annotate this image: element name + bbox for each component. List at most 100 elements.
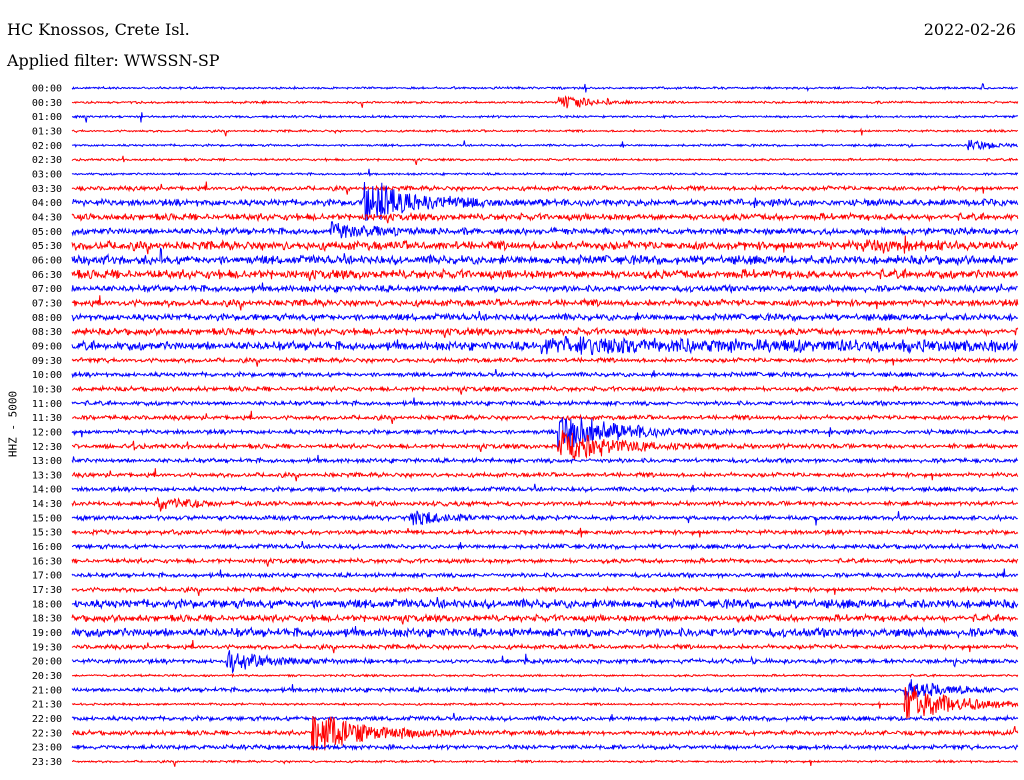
trace-line-2300 [71, 743, 1019, 752]
time-label-0630: 06:30 [32, 270, 62, 281]
time-label-2200: 22:00 [32, 714, 62, 725]
trace-line-2030 [71, 673, 1019, 678]
trace-line-0000 [71, 83, 1018, 93]
trace-line-2200 [71, 712, 1019, 723]
time-label-0000: 00:00 [32, 84, 62, 95]
trace-line-2000 [71, 650, 1019, 674]
time-label-0900: 09:00 [32, 341, 62, 352]
trace-line-1230 [71, 430, 1018, 461]
trace-line-1900 [71, 625, 1019, 639]
time-label-0930: 09:30 [32, 356, 62, 367]
trace-line-1400 [71, 483, 1019, 494]
time-label-0800: 08:00 [32, 313, 62, 324]
time-label-1700: 17:00 [32, 571, 62, 582]
trace-line-1830 [71, 612, 1019, 625]
time-label-0330: 03:30 [32, 184, 62, 195]
trace-line-0400 [72, 181, 1019, 222]
time-label-2300: 23:00 [32, 743, 62, 754]
time-label-1000: 10:00 [32, 370, 62, 381]
time-label-2100: 21:00 [32, 685, 62, 696]
trace-line-2130 [71, 686, 1019, 720]
time-label-1100: 11:00 [32, 399, 62, 410]
time-label-1400: 14:00 [32, 485, 62, 496]
trace-line-1000 [71, 369, 1018, 379]
trace-line-1730 [71, 585, 1019, 597]
trace-line-1300 [71, 454, 1019, 465]
trace-line-1530 [71, 527, 1019, 538]
time-label-1830: 18:30 [32, 614, 62, 625]
record-date: 2022-02-26 [923, 20, 1016, 39]
trace-line-1700 [71, 568, 1019, 580]
trace-line-0230 [71, 155, 1019, 166]
time-label-1730: 17:30 [32, 585, 62, 596]
time-label-0200: 02:00 [32, 141, 62, 152]
time-label-1430: 14:30 [32, 499, 62, 510]
time-label-1200: 12:00 [32, 427, 62, 438]
time-label-0400: 04:00 [32, 198, 62, 209]
trace-line-0730 [71, 295, 1019, 311]
trace-line-1130 [71, 410, 1019, 425]
time-label-0430: 04:30 [32, 212, 62, 223]
trace-line-0500 [71, 221, 1019, 239]
time-label-1230: 12:30 [32, 442, 62, 453]
time-label-0030: 00:30 [32, 98, 62, 109]
trace-line-1930 [71, 640, 1019, 654]
trace-line-1800 [71, 597, 1019, 610]
trace-line-0830 [71, 326, 1019, 338]
time-label-1500: 15:00 [32, 513, 62, 524]
trace-line-0300 [71, 168, 1019, 177]
trace-line-0630 [71, 267, 1019, 282]
time-label-1530: 15:30 [32, 528, 62, 539]
trace-line-1630 [71, 556, 1019, 567]
station-title: HC Knossos, Crete Isl. [7, 20, 190, 39]
trace-line-0530 [71, 235, 1019, 255]
time-label-0500: 05:00 [32, 227, 62, 238]
time-label-2330: 23:30 [32, 757, 62, 768]
time-label-0730: 07:30 [32, 298, 62, 309]
trace-line-1600 [71, 541, 1019, 551]
trace-line-1430 [71, 496, 1019, 512]
time-label-1630: 16:30 [32, 556, 62, 567]
time-label-1130: 11:30 [32, 413, 62, 424]
trace-line-0900 [71, 336, 1019, 356]
time-label-1930: 19:30 [32, 642, 62, 653]
filter-label: Applied filter: WWSSN-SP [7, 51, 220, 70]
time-label-0130: 01:30 [32, 126, 62, 137]
trace-line-0030 [71, 95, 1019, 109]
trace-line-0130 [71, 127, 1018, 137]
trace-group: 00:00 00:30 01:00 01:30 02:00 02:30 03:00 03:30… [32, 83, 1019, 768]
trace-line-0600 [71, 247, 1019, 267]
time-label-0100: 01:00 [32, 112, 62, 123]
trace-line-1100 [71, 397, 1019, 408]
trace-line-1330 [71, 468, 1019, 482]
trace-line-0330 [71, 181, 1019, 195]
time-label-0700: 07:00 [32, 284, 62, 295]
trace-line-1200 [71, 417, 1019, 451]
trace-line-1500 [71, 510, 1018, 526]
time-label-1600: 16:00 [32, 542, 62, 553]
time-label-2000: 20:00 [32, 657, 62, 668]
time-label-1330: 13:30 [32, 470, 62, 481]
trace-line-0100 [71, 112, 1019, 123]
trace-line-0430 [71, 211, 1019, 224]
trace-line-0800 [71, 311, 1019, 323]
time-label-2130: 21:30 [32, 700, 62, 711]
time-label-0600: 06:00 [32, 255, 62, 266]
trace-line-0200 [71, 139, 1018, 151]
trace-line-1030 [71, 384, 1018, 395]
time-label-1800: 18:00 [32, 599, 62, 610]
time-label-0230: 02:30 [32, 155, 62, 166]
time-label-1900: 19:00 [32, 628, 62, 639]
time-label-0830: 08:30 [32, 327, 62, 338]
time-label-1300: 13:00 [32, 456, 62, 467]
time-label-0300: 03:00 [32, 169, 62, 180]
trace-line-0930 [71, 356, 1018, 367]
time-label-2230: 22:30 [32, 728, 62, 739]
trace-line-2100 [71, 679, 1019, 700]
trace-line-2230 [71, 715, 1019, 751]
time-label-2030: 20:30 [32, 671, 62, 682]
trace-line-2330 [72, 758, 1019, 767]
time-label-1030: 10:30 [32, 384, 62, 395]
trace-line-0700 [71, 282, 1018, 295]
